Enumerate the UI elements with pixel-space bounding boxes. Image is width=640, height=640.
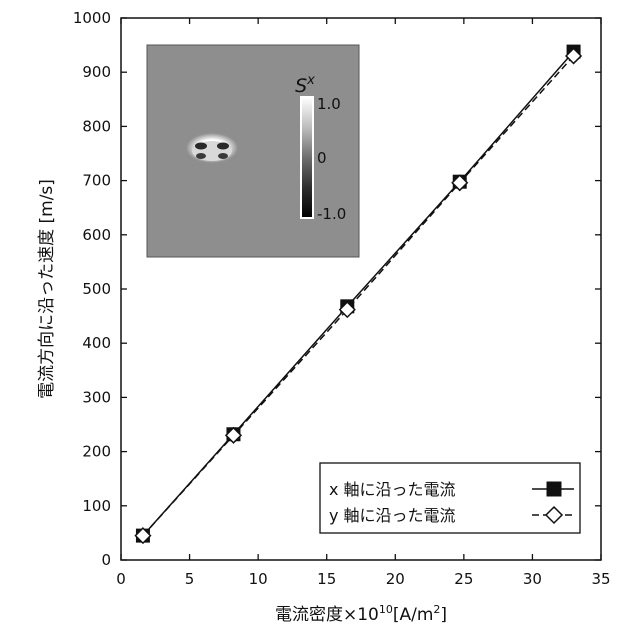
legend-label-y-current: y 軸に沿った電流: [329, 506, 456, 525]
colorbar-label-zero: 0: [317, 149, 327, 167]
y-tick-label: 300: [82, 388, 111, 406]
colorbar-label-min: -1.0: [317, 205, 346, 223]
y-tick-label: 800: [82, 117, 111, 135]
inset-background: [147, 45, 359, 257]
y-tick-label: 0: [101, 551, 111, 569]
y-tick-label: 400: [82, 334, 111, 352]
legend: x 軸に沿った電流 y 軸に沿った電流: [320, 463, 580, 533]
x-tick-label: 35: [591, 570, 610, 588]
legend-marker-x-current: [547, 482, 561, 496]
inset-panel: Sx 1.0 0 -1.0: [147, 45, 359, 257]
y-tick-label: 900: [82, 63, 111, 81]
x-tick-label: 10: [249, 570, 268, 588]
legend-label-x-current: x 軸に沿った電流: [329, 480, 456, 499]
y-tick-label: 100: [82, 497, 111, 515]
x-tick-label: 20: [386, 570, 405, 588]
colorbar: [301, 97, 313, 218]
inset-dark-spot: [217, 143, 229, 150]
y-tick-label: 500: [82, 280, 111, 298]
y-axis-title: 電流方向に沿った速度 [m/s]: [37, 179, 57, 399]
inset-dark-spot: [196, 153, 206, 159]
x-tick-label: 15: [317, 570, 336, 588]
x-axis-title: 電流密度×1010[A/m2]: [275, 603, 447, 625]
x-tick-label: 25: [454, 570, 473, 588]
x-tick-label: 30: [523, 570, 542, 588]
colorbar-label-max: 1.0: [317, 95, 341, 113]
inset-dark-spot: [195, 143, 207, 150]
y-tick-label: 700: [82, 172, 111, 190]
y-tick-label: 200: [82, 443, 111, 461]
x-tick-label: 5: [185, 570, 195, 588]
y-tick-label: 1000: [73, 9, 111, 27]
inset-dark-spot: [218, 153, 228, 159]
y-tick-label: 600: [82, 226, 111, 244]
x-tick-label: 0: [116, 570, 126, 588]
